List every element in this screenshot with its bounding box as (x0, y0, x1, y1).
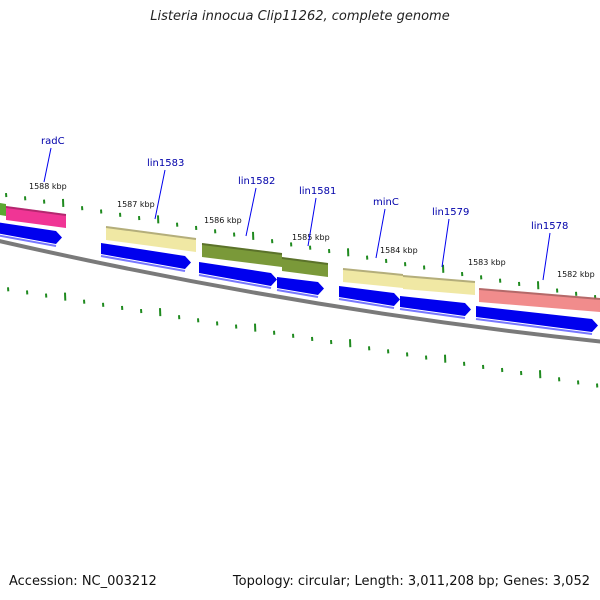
gene-label-leader (542, 232, 551, 281)
cds-arrow-shadow (198, 274, 272, 289)
gene-feature-lin1582[interactable] (202, 243, 282, 267)
gene-feature-minC[interactable] (343, 268, 403, 288)
scale-label: 1585 kbp (292, 233, 330, 242)
gene-feature-edge (342, 268, 404, 276)
genome-backbone (0, 239, 600, 344)
cds-arrow-shadow (276, 289, 319, 298)
cds-arrow[interactable] (339, 286, 400, 306)
inner-tick-ring (5, 192, 597, 300)
scale-label: 1582 kbp (557, 270, 595, 279)
gene-label-leader (441, 218, 450, 268)
gene-feature-edge (201, 243, 283, 255)
cds-track (0, 222, 598, 335)
accession-text: Accession: NC_003212 (9, 574, 157, 589)
gene-feature-lin1581[interactable] (282, 257, 328, 277)
gene-label-lin1582[interactable]: lin1582 (238, 176, 275, 187)
scale-labels: 1588 kbp 1587 kbp 1586 kbp 1585 kbp 1584 kbp… (29, 182, 595, 279)
gene-feature-lin1579[interactable] (403, 275, 475, 295)
gene-label-leader (375, 208, 386, 259)
gene-label-lin1583[interactable]: lin1583 (147, 158, 184, 169)
gene-feature-offscreen (0, 203, 6, 216)
gene-label-leader (154, 169, 166, 220)
gene-feature-edge (281, 257, 329, 265)
cds-arrow[interactable] (0, 222, 62, 244)
gene-feature-lin1578[interactable] (479, 288, 600, 312)
gene-feature-edge (402, 275, 476, 283)
genome-summary-text: Topology: circular; Length: 3,011,208 bp… (232, 574, 590, 589)
cds-arrow[interactable] (199, 262, 277, 286)
cds-arrow-shadow (399, 308, 466, 319)
gene-labels: radC lin1583 lin1582 lin1581 minC lin1579 lin1… (41, 136, 568, 281)
scale-label: 1586 kbp (204, 216, 242, 225)
cds-arrow[interactable] (400, 296, 471, 316)
scale-label: 1584 kbp (380, 246, 418, 255)
cds-arrow[interactable] (277, 277, 324, 295)
gene-label-leader (245, 187, 257, 237)
outer-tick-ring (7, 287, 599, 388)
gene-feature-radC[interactable] (6, 206, 66, 228)
gene-feature-edge (105, 226, 197, 240)
gene-label-leader (307, 197, 317, 247)
scale-label: 1588 kbp (29, 182, 67, 191)
cds-arrow-shadow (475, 318, 593, 335)
cds-arrow-shadow (0, 234, 57, 247)
cds-arrow[interactable] (101, 243, 191, 269)
gene-label-lin1581[interactable]: lin1581 (299, 186, 336, 197)
gene-label-radC[interactable]: radC (41, 136, 65, 147)
gene-label-leader (43, 147, 52, 183)
gene-feature-edge (5, 206, 67, 216)
gene-feature-lin1583[interactable] (106, 226, 196, 252)
gene-label-lin1579[interactable]: lin1579 (432, 207, 469, 218)
cds-arrow-shadow (100, 255, 186, 272)
map-title: Listeria innocua Clip11262, complete gen… (150, 9, 450, 24)
scale-label: 1583 kbp (468, 258, 506, 267)
cds-arrow[interactable] (476, 306, 598, 332)
gene-label-minC[interactable]: minC (373, 197, 399, 208)
gene-feature-edge (478, 288, 600, 300)
cds-arrow-shadow (338, 298, 395, 309)
gene-label-lin1578[interactable]: lin1578 (531, 221, 568, 232)
feature-track (0, 203, 600, 312)
scale-label: 1587 kbp (117, 200, 155, 209)
